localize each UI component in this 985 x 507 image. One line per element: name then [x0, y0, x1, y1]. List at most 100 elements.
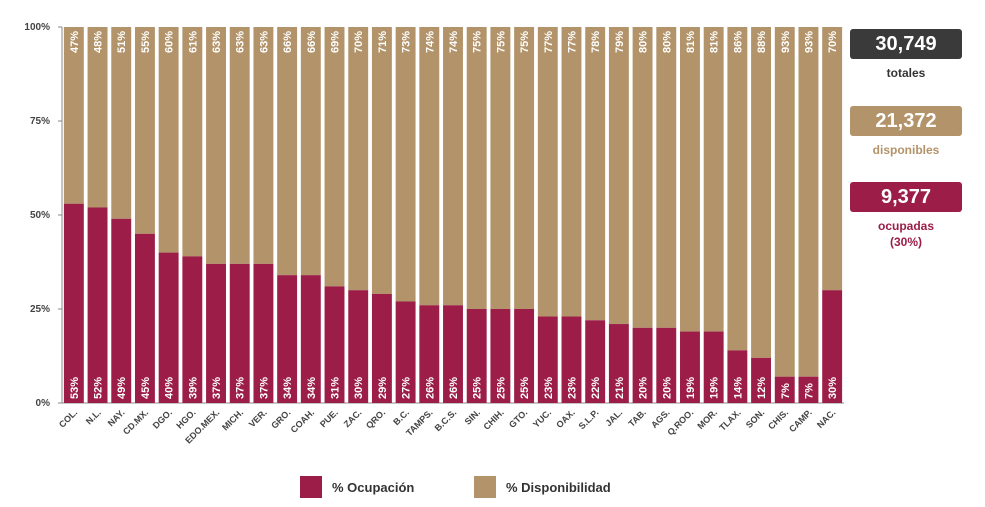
data-label-occupancy: 12%	[756, 377, 768, 399]
x-tick-label: S.L.P.	[577, 407, 601, 431]
bar-availability	[300, 27, 321, 276]
bar-occupancy	[490, 309, 511, 403]
data-label-availability: 60%	[164, 31, 176, 53]
bar-occupancy	[514, 309, 535, 403]
x-tick-label: Q.ROO.	[665, 407, 695, 437]
data-label-availability: 78%	[590, 31, 602, 53]
data-label-availability: 81%	[685, 31, 697, 53]
bar-occupancy	[371, 293, 392, 403]
data-label-occupancy: 31%	[330, 377, 342, 399]
bar-availability	[324, 27, 345, 287]
data-label-availability: 61%	[187, 31, 199, 53]
available-beds-caption: disponibles	[872, 143, 940, 157]
x-tick-label: B.C.S.	[433, 407, 459, 433]
bar-availability	[158, 27, 179, 253]
x-tick-label: YUC.	[531, 407, 553, 429]
bar-occupancy	[348, 290, 369, 403]
bar-availability	[253, 27, 274, 264]
x-tick-label: NAY.	[106, 407, 127, 428]
x-tick-label: CD.MX.	[121, 407, 150, 436]
data-label-occupancy: 53%	[69, 377, 81, 399]
data-label-availability: 55%	[140, 31, 152, 53]
x-tick-label: N.L.	[84, 407, 103, 426]
bar-occupancy	[395, 301, 416, 403]
occupied-beds-summary: 9,377 ocupadas (30%)	[850, 182, 962, 250]
data-label-availability: 80%	[661, 31, 673, 53]
bar-occupancy	[206, 263, 226, 403]
bar-occupancy	[751, 357, 772, 403]
bar-occupancy	[822, 290, 843, 403]
data-label-occupancy: 23%	[566, 377, 578, 399]
bar-availability	[537, 27, 558, 317]
bar-availability	[514, 27, 535, 309]
data-label-occupancy: 23%	[543, 377, 555, 399]
data-label-availability: 75%	[495, 31, 507, 53]
data-label-availability: 81%	[709, 31, 721, 53]
data-label-occupancy: 26%	[424, 377, 436, 399]
bar-availability	[111, 27, 132, 219]
x-tick-label: VER.	[247, 407, 269, 429]
available-beds-summary: 21,372 disponibles	[850, 106, 962, 158]
data-label-occupancy: 20%	[638, 377, 650, 399]
data-label-occupancy: 25%	[519, 377, 531, 399]
data-label-occupancy: 19%	[709, 377, 721, 399]
total-beds-summary: 30,749 totales	[850, 29, 962, 81]
data-label-availability: 93%	[780, 31, 792, 53]
data-label-occupancy: 37%	[211, 377, 223, 399]
data-label-occupancy: 7%	[780, 383, 792, 399]
data-label-availability: 51%	[116, 31, 128, 53]
bar-occupancy	[87, 207, 108, 403]
data-label-occupancy: 26%	[448, 377, 460, 399]
data-label-occupancy: 37%	[258, 377, 270, 399]
bar-availability	[727, 27, 748, 351]
data-label-availability: 74%	[448, 31, 460, 53]
data-label-occupancy: 34%	[306, 377, 318, 399]
data-label-occupancy: 25%	[472, 377, 484, 399]
data-label-availability: 63%	[258, 31, 270, 53]
data-label-availability: 77%	[566, 31, 578, 53]
x-tick-label: SON.	[744, 407, 767, 430]
occupied-beds-value: 9,377	[850, 182, 962, 212]
bar-occupancy	[419, 305, 440, 403]
bar-occupancy	[774, 376, 795, 403]
x-tick-label: TAB.	[627, 407, 648, 428]
bar-occupancy	[608, 324, 629, 403]
data-label-occupancy: 37%	[235, 377, 247, 399]
data-label-availability: 75%	[472, 31, 484, 53]
bar-availability	[87, 27, 108, 208]
x-tick-label: COAH.	[289, 407, 317, 435]
bar-occupancy	[585, 320, 606, 403]
y-tick-label: 100%	[24, 22, 50, 33]
x-tick-label: GTO.	[507, 407, 530, 430]
x-tick-label: JAL.	[603, 407, 624, 428]
bar-availability	[703, 27, 724, 332]
x-tick-label: TLAX.	[717, 407, 742, 432]
x-tick-label: CAMP.	[787, 407, 814, 434]
data-label-occupancy: 14%	[732, 377, 744, 399]
bar-availability	[656, 27, 677, 328]
bar-occupancy	[182, 256, 203, 403]
bar-availability	[490, 27, 511, 309]
data-label-availability: 75%	[519, 31, 531, 53]
data-label-occupancy: 22%	[590, 377, 602, 399]
bar-occupancy	[703, 331, 724, 403]
y-tick-label: 50%	[30, 210, 50, 221]
data-label-availability: 47%	[69, 31, 81, 53]
x-tick-label: B.C.	[391, 407, 411, 427]
data-label-availability: 71%	[377, 31, 389, 53]
data-label-availability: 63%	[211, 31, 223, 53]
bar-occupancy	[134, 233, 155, 403]
bar-occupancy	[680, 331, 700, 403]
bar-availability	[63, 27, 84, 204]
available-beds-value: 21,372	[850, 106, 962, 136]
occupied-beds-percent: (30%)	[889, 235, 922, 249]
data-label-availability: 66%	[282, 31, 294, 53]
x-tick-label: OAX.	[554, 407, 577, 430]
x-tick-label: DGO.	[151, 407, 174, 430]
data-label-occupancy: 30%	[353, 377, 365, 399]
data-label-availability: 63%	[235, 31, 247, 53]
data-label-occupancy: 40%	[164, 377, 176, 399]
bar-occupancy	[632, 327, 653, 403]
x-tick-label: TAMPS.	[404, 407, 435, 438]
data-label-availability: 73%	[401, 31, 413, 53]
